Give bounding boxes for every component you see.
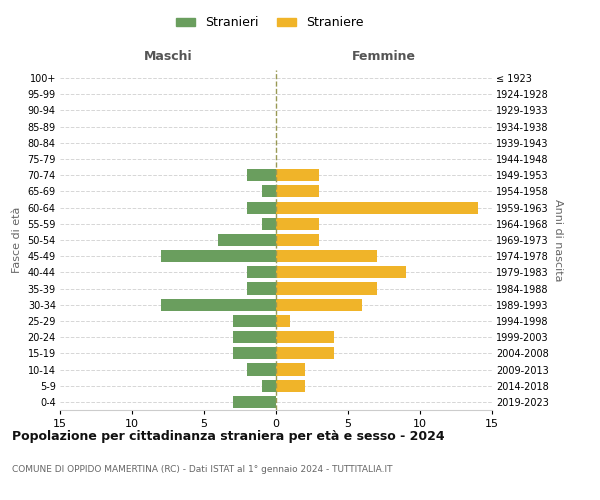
Bar bbox=[276, 298, 362, 311]
Text: Femmine: Femmine bbox=[352, 50, 416, 62]
Bar bbox=[276, 348, 334, 360]
Text: Maschi: Maschi bbox=[143, 50, 193, 62]
Bar bbox=[276, 315, 290, 327]
Bar bbox=[247, 282, 276, 294]
Bar bbox=[276, 250, 377, 262]
Bar bbox=[276, 331, 334, 343]
Text: Popolazione per cittadinanza straniera per età e sesso - 2024: Popolazione per cittadinanza straniera p… bbox=[12, 430, 445, 443]
Bar bbox=[276, 234, 319, 246]
Y-axis label: Anni di nascita: Anni di nascita bbox=[553, 198, 563, 281]
Bar bbox=[247, 364, 276, 376]
Bar bbox=[276, 282, 377, 294]
Bar bbox=[276, 186, 319, 198]
Bar bbox=[276, 380, 305, 392]
Bar bbox=[233, 348, 276, 360]
Bar bbox=[233, 315, 276, 327]
Bar bbox=[262, 380, 276, 392]
Bar bbox=[276, 364, 305, 376]
Bar bbox=[247, 202, 276, 213]
Bar bbox=[276, 218, 319, 230]
Bar bbox=[276, 266, 406, 278]
Y-axis label: Fasce di età: Fasce di età bbox=[12, 207, 22, 273]
Bar bbox=[233, 331, 276, 343]
Bar bbox=[276, 202, 478, 213]
Bar bbox=[161, 250, 276, 262]
Bar bbox=[262, 186, 276, 198]
Bar bbox=[276, 169, 319, 181]
Bar bbox=[262, 218, 276, 230]
Bar bbox=[233, 396, 276, 408]
Bar bbox=[247, 266, 276, 278]
Bar bbox=[161, 298, 276, 311]
Legend: Stranieri, Straniere: Stranieri, Straniere bbox=[172, 11, 368, 34]
Text: COMUNE DI OPPIDO MAMERTINA (RC) - Dati ISTAT al 1° gennaio 2024 - TUTTITALIA.IT: COMUNE DI OPPIDO MAMERTINA (RC) - Dati I… bbox=[12, 465, 392, 474]
Bar bbox=[218, 234, 276, 246]
Bar bbox=[247, 169, 276, 181]
